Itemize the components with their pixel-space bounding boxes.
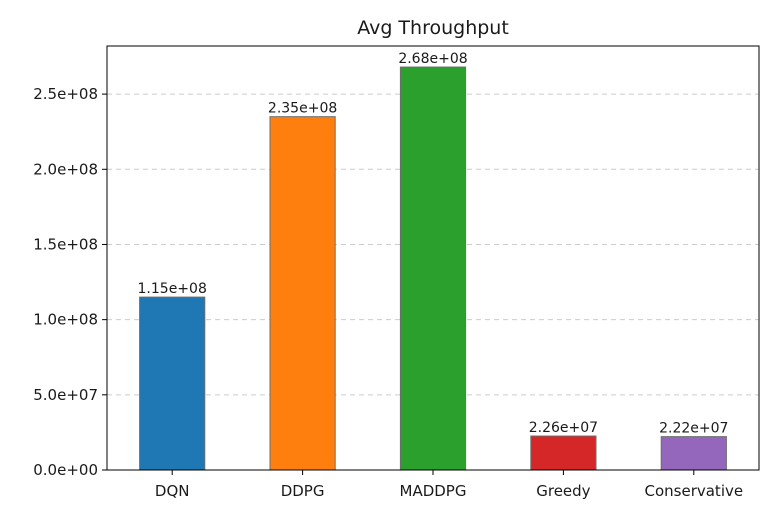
- y-tick-label: 5.0e+07: [33, 386, 98, 404]
- data-label-ddpg: 2.35e+08: [268, 101, 337, 117]
- y-tick-label: 1.5e+08: [33, 235, 98, 253]
- bar-conservative: [660, 436, 727, 471]
- x-tick-label: Greedy: [536, 482, 590, 500]
- plot-frame: [106, 45, 760, 471]
- x-tick-label: Conservative: [645, 482, 744, 500]
- bar-maddpg: [399, 66, 467, 471]
- x-axis: DQN DDPG MADDPG Greedy Conservative: [155, 470, 743, 500]
- data-labels: 1.15e+08 2.35e+08 2.68e+08 2.26e+07 2.22e+07: [138, 51, 729, 437]
- x-tick-label: MADDPG: [400, 482, 467, 500]
- y-tick-label: 1.0e+08: [33, 311, 98, 329]
- data-label-greedy: 2.26e+07: [529, 420, 598, 436]
- y-tick-label: 2.0e+08: [33, 160, 98, 178]
- chart-title: Avg Throughput: [357, 17, 509, 39]
- y-tick-label: 0.0e+00: [33, 461, 98, 479]
- y-tick-label: 2.5e+08: [33, 85, 98, 103]
- data-label-conservative: 2.22e+07: [659, 421, 728, 437]
- bars: [139, 66, 727, 471]
- bar-greedy: [530, 435, 597, 471]
- bar-ddpg: [269, 116, 336, 471]
- y-axis: 0.0e+00 5.0e+07 1.0e+08 1.5e+08 2.0e+08 2.5e+…: [33, 85, 107, 479]
- data-label-dqn: 1.15e+08: [138, 281, 207, 297]
- x-tick-label: DDPG: [281, 482, 325, 500]
- data-label-maddpg: 2.68e+08: [398, 51, 467, 67]
- bar-dqn: [139, 296, 206, 471]
- x-tick-label: DQN: [155, 482, 190, 500]
